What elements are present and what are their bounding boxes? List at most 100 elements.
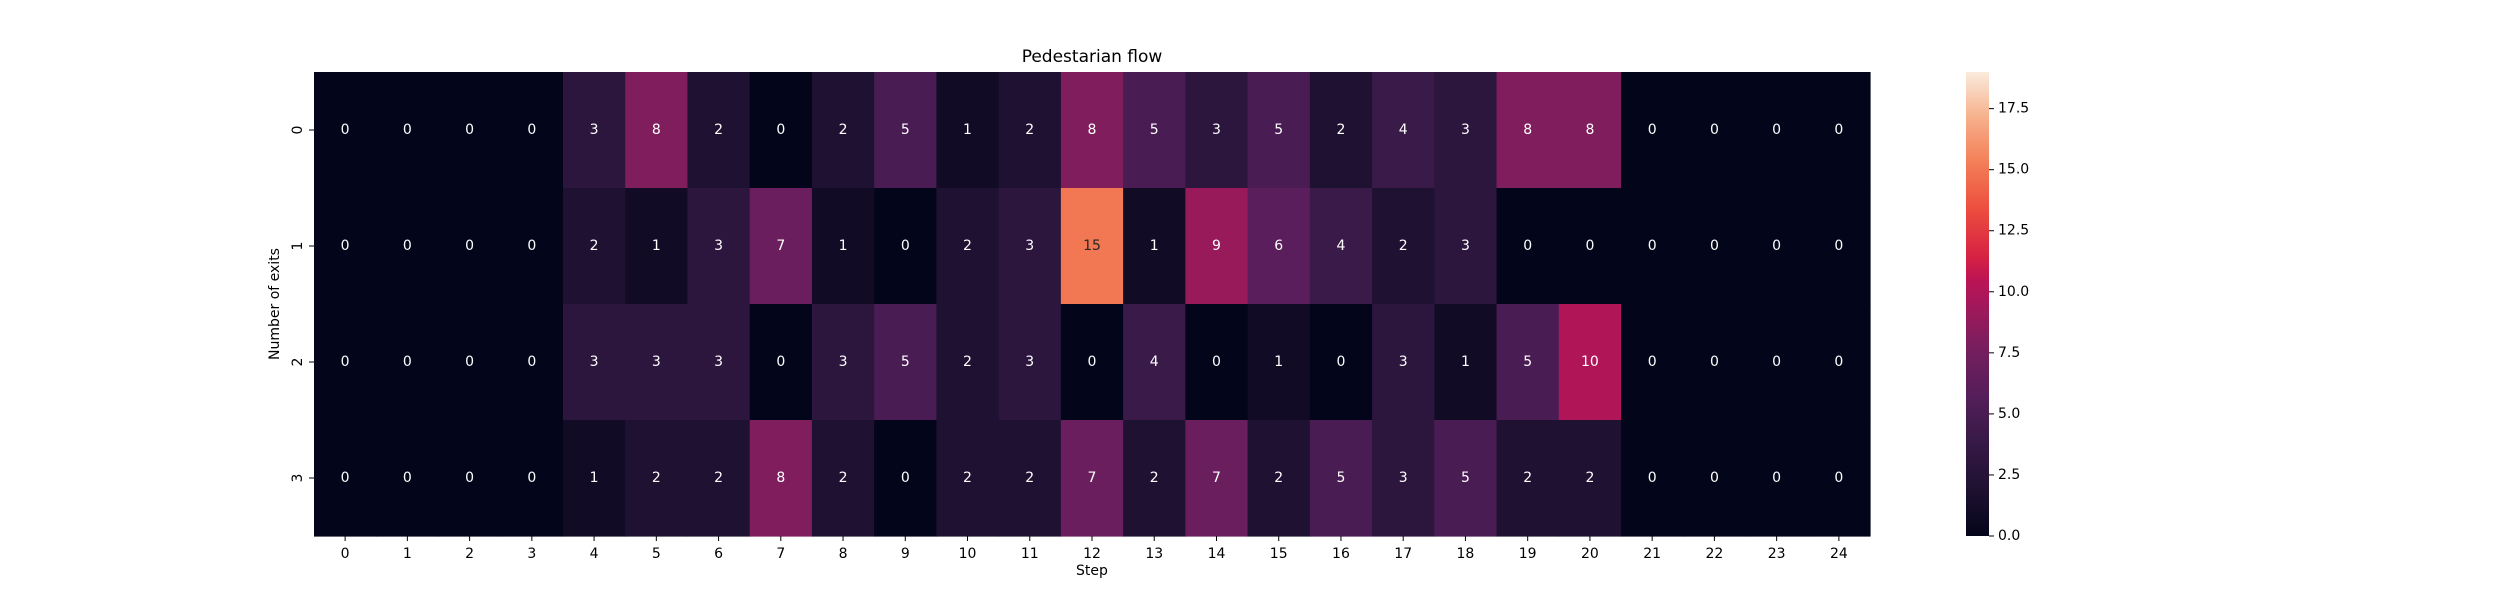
- x-tick-label: 14: [1208, 546, 1226, 562]
- cell-value-label: 7: [1212, 470, 1221, 486]
- heatmap-cell: [1621, 304, 1684, 421]
- cell-value-label: 0: [1212, 354, 1221, 370]
- cell-value-label: 5: [1274, 122, 1283, 138]
- heatmap-cell: [500, 72, 564, 189]
- heatmap-cell: [1123, 304, 1186, 421]
- colorbar-tick-label: 15.0: [1998, 162, 2029, 178]
- cell-value-label: 8: [1585, 122, 1594, 138]
- cell-value-label: 2: [963, 238, 972, 254]
- colorbar-tick-label: 7.5: [1998, 345, 2020, 361]
- heatmap-cell: [998, 72, 1062, 189]
- cell-value-label: 2: [839, 122, 848, 138]
- cell-value-label: 3: [1025, 354, 1034, 370]
- heatmap-cell: [438, 304, 502, 421]
- heatmap-cell: [1185, 420, 1249, 537]
- x-tick-label: 5: [652, 546, 661, 562]
- cell-value-label: 3: [1025, 238, 1034, 254]
- heatmap-cell: [438, 188, 502, 305]
- heatmap-cell: [749, 304, 813, 421]
- x-tick-label: 6: [714, 546, 723, 562]
- cell-value-label: 1: [590, 470, 599, 486]
- cell-value-label: 1: [1274, 354, 1283, 370]
- heatmap-cell: [1745, 188, 1809, 305]
- cell-value-label: 0: [403, 122, 412, 138]
- heatmap-cell: [936, 188, 1000, 305]
- cell-value-label: 0: [465, 238, 474, 254]
- cell-value-label: 5: [1523, 354, 1532, 370]
- cell-value-label: 0: [1710, 122, 1719, 138]
- cell-value-label: 2: [1025, 470, 1034, 486]
- x-tick-label: 18: [1457, 546, 1475, 562]
- heatmap-cell: [1060, 72, 1124, 189]
- y-tick-label: 0: [290, 126, 306, 135]
- heatmap-cell: [1621, 188, 1684, 305]
- x-tick-label: 9: [901, 546, 910, 562]
- heatmap-cell: [500, 420, 564, 537]
- heatmap-cell: [1807, 304, 1871, 421]
- heatmap-cell: [998, 420, 1062, 537]
- cell-value-label: 0: [1710, 354, 1719, 370]
- heatmap-cell: [1807, 72, 1871, 189]
- heatmap-cell: [1621, 420, 1684, 537]
- cell-value-label: 2: [839, 470, 848, 486]
- cell-value-label: 0: [341, 354, 350, 370]
- x-tick-label: 12: [1083, 546, 1101, 562]
- heatmap-cell: [687, 420, 751, 537]
- heatmap-cell: [562, 72, 626, 189]
- cell-value-label: 0: [1585, 238, 1594, 254]
- colorbar-tick-label: 10.0: [1998, 284, 2029, 300]
- x-axis-label: Step: [1076, 563, 1108, 579]
- x-tick-label: 7: [776, 546, 785, 562]
- heatmap-cell: [1496, 72, 1560, 189]
- x-tick-label: 17: [1394, 546, 1412, 562]
- heatmap-cell: [500, 304, 564, 421]
- colorbar: 0.0 2.5 5.0 7.5 10.0 12.5 15.0 17.5: [1966, 72, 2029, 544]
- cell-value-label: 0: [403, 354, 412, 370]
- chart-title: Pedestarian flow: [1022, 47, 1163, 67]
- cell-value-label: 0: [901, 470, 910, 486]
- cell-value-label: 0: [1772, 122, 1781, 138]
- heatmap-cell: [811, 304, 875, 421]
- heatmap-cell: [1123, 420, 1186, 537]
- colorbar-gradient: [1966, 72, 1989, 536]
- cell-value-label: 15: [1083, 238, 1101, 254]
- heatmap-cell: [687, 188, 751, 305]
- colorbar-tick-label: 12.5: [1998, 223, 2029, 239]
- colorbar-tick-label: 2.5: [1998, 467, 2020, 483]
- x-tick-label: 1: [403, 546, 412, 562]
- heatmap-annotations: 0 0 0 0 3 8 2 0 2 5 1 2 8 5 3 5 2 4 3 8 8 0 0 0 00 0 0 0 2 1 3 7 1 0 2 3 15 1…: [341, 122, 1844, 486]
- cell-value-label: 4: [1336, 238, 1345, 254]
- heatmap-cell: [1060, 420, 1124, 537]
- cell-value-label: 4: [1399, 122, 1408, 138]
- heatmap-cell: [1745, 72, 1809, 189]
- heatmap-cell: [1060, 188, 1124, 305]
- cell-value-label: 3: [1461, 238, 1470, 254]
- cell-value-label: 7: [776, 238, 785, 254]
- heatmap-cell: [998, 188, 1062, 305]
- cell-value-label: 0: [1710, 238, 1719, 254]
- heatmap-cell: [1683, 304, 1747, 421]
- heatmap-cell: [1683, 72, 1747, 189]
- heatmap-cell: [874, 72, 937, 189]
- heatmap-cell: [1496, 420, 1560, 537]
- y-axis: 0 1 2 3: [290, 126, 314, 483]
- x-tick-label: 19: [1519, 546, 1537, 562]
- heatmap-cell: [1558, 188, 1622, 305]
- cell-value-label: 0: [403, 238, 412, 254]
- cell-value-label: 0: [1088, 354, 1097, 370]
- cell-value-label: 5: [901, 354, 910, 370]
- heatmap-cell: [438, 72, 502, 189]
- heatmap-cell: [1123, 188, 1186, 305]
- x-tick-label: 13: [1145, 546, 1163, 562]
- cell-value-label: 2: [963, 354, 972, 370]
- cell-value-label: 5: [901, 122, 910, 138]
- heatmap-cell: [1247, 188, 1311, 305]
- cell-value-label: 2: [652, 470, 661, 486]
- cell-value-label: 0: [1648, 470, 1657, 486]
- heatmap-cell: [625, 72, 689, 189]
- heatmap-cell: [314, 304, 377, 421]
- x-tick-label: 0: [341, 546, 350, 562]
- heatmap-cell: [438, 420, 502, 537]
- cell-value-label: 0: [1772, 238, 1781, 254]
- y-tick-label: 3: [290, 474, 306, 483]
